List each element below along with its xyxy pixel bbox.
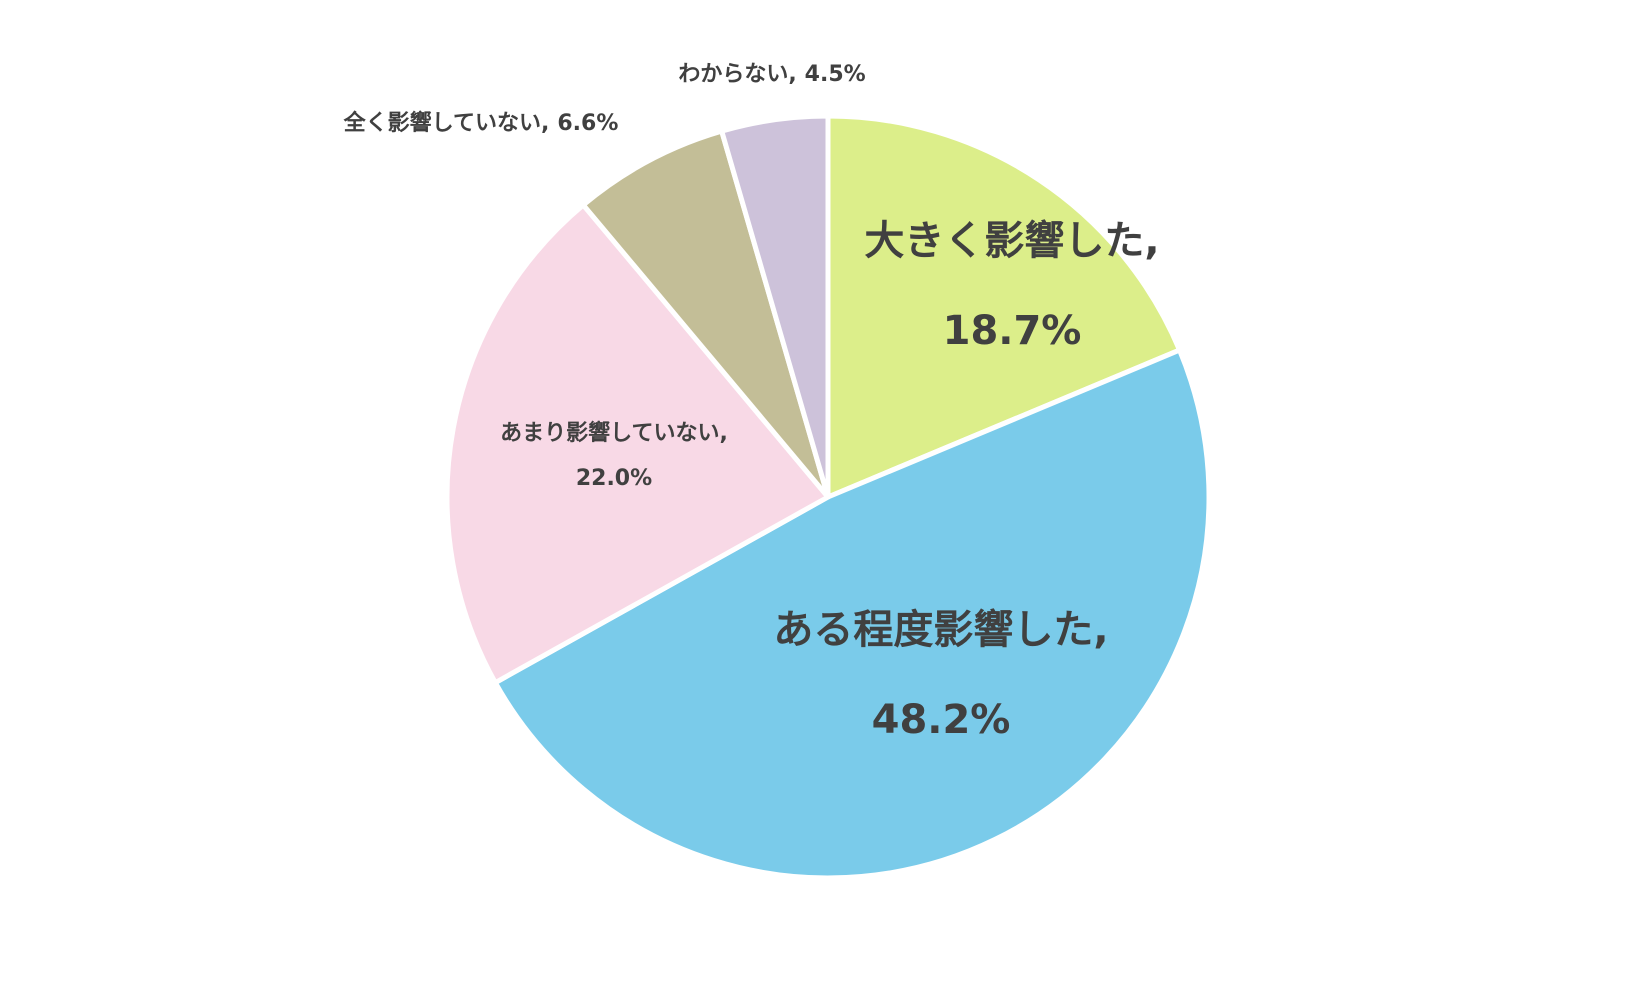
pie-slice — [444, 202, 831, 686]
pie-slice — [492, 347, 1212, 881]
value-label: 22.0% — [576, 466, 652, 491]
value-label: 4.5% — [805, 62, 866, 87]
pie-slice — [719, 113, 831, 500]
category-label: あまり影響していない, — [500, 420, 728, 446]
value-label: 48.2% — [872, 697, 1011, 743]
slice-label: 全く影響していない, 6.6% — [343, 110, 619, 136]
category-label: 大きく影響した, — [864, 218, 1159, 264]
value-label: 6.6% — [557, 111, 618, 136]
category-label: わからない, — [678, 62, 796, 87]
pie-slice — [580, 128, 831, 500]
slice-label: わからない, 4.5% — [678, 62, 865, 87]
category-label: 全く影響していない, — [343, 110, 550, 136]
value-label: 18.7% — [943, 308, 1082, 354]
pie-slice — [825, 113, 1183, 500]
category-label: ある程度影響した, — [773, 607, 1108, 653]
